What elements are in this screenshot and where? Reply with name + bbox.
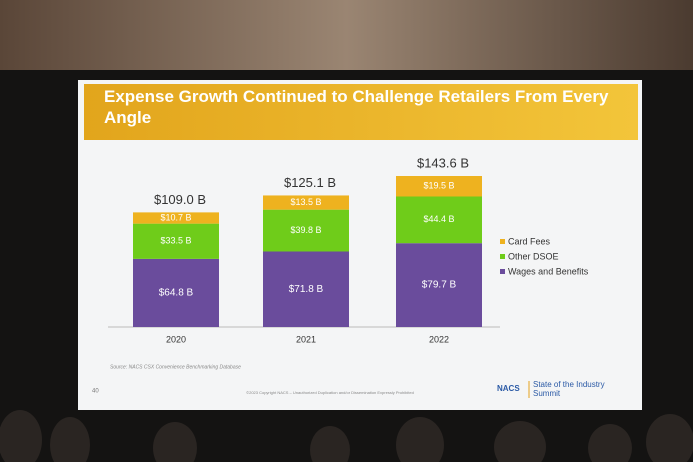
x-tick-label: 2022 [429, 334, 449, 344]
x-tick-label: 2020 [166, 334, 186, 344]
head [153, 422, 197, 462]
bar-segment [133, 212, 219, 224]
legend-label: Other DSOE [508, 251, 559, 261]
value-label: $33.5 B [160, 236, 191, 246]
head [646, 414, 693, 462]
value-label: $79.7 B [422, 280, 457, 291]
value-label: $44.4 B [423, 214, 454, 224]
value-label: $19.5 B [423, 181, 454, 191]
logo: NACS [497, 384, 520, 393]
x-tick-label: 2021 [296, 334, 316, 344]
audience [0, 410, 693, 462]
bar-segment [396, 176, 482, 197]
head [310, 426, 350, 462]
bar-segment [396, 243, 482, 327]
bar-segment [263, 251, 349, 327]
value-label: $39.8 B [290, 225, 321, 235]
value-label: $10.7 B [160, 212, 191, 222]
legend-swatch [500, 269, 505, 274]
legend-swatch [500, 254, 505, 259]
total-label: $143.6 B [417, 155, 469, 170]
value-label: $64.8 B [159, 288, 194, 299]
page-number: 40 [92, 389, 99, 395]
bar-segment [133, 258, 219, 327]
room-wall [0, 0, 693, 80]
title-band [84, 84, 638, 140]
head [588, 424, 632, 462]
head [0, 410, 42, 462]
total-label: $125.1 B [284, 175, 336, 190]
head [50, 417, 90, 462]
head [494, 421, 546, 462]
legend-label: Card Fees [508, 236, 551, 246]
chart-title: Expense Growth Continued to Challenge Re… [104, 87, 609, 127]
bar-segment [396, 196, 482, 244]
total-label: $109.0 B [154, 192, 206, 207]
legend-swatch [500, 239, 505, 244]
bar-segment [263, 209, 349, 252]
event-box: State of the Industry Summit [533, 380, 605, 398]
source: Source: NACS CSX Convenience Benchmarkin… [110, 364, 241, 370]
legend-label: Wages and Benefits [508, 266, 589, 276]
footer: ©2023 Copyright NACS – Unauthorized Dupl… [246, 390, 414, 395]
head [396, 417, 444, 462]
bar-segment [263, 195, 349, 210]
event-name: State of the Industry Summit [533, 380, 605, 398]
value-label: $71.8 B [289, 284, 324, 295]
title-box: Expense Growth Continued to Challenge Re… [104, 87, 609, 127]
bar-segment [133, 223, 219, 259]
value-label: $13.5 B [290, 197, 321, 207]
